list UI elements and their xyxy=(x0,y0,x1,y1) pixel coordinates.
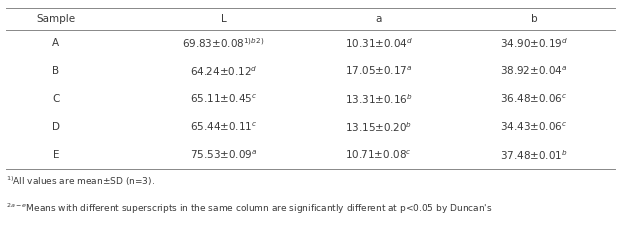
Text: 34.43±0.06$^{c}$: 34.43±0.06$^{c}$ xyxy=(501,121,568,133)
Text: 17.05±0.17$^{a}$: 17.05±0.17$^{a}$ xyxy=(345,65,412,77)
Text: 36.48±0.06$^{c}$: 36.48±0.06$^{c}$ xyxy=(501,93,568,105)
Text: 10.71±0.08$^{c}$: 10.71±0.08$^{c}$ xyxy=(345,149,412,161)
Text: 10.31±0.04$^{d}$: 10.31±0.04$^{d}$ xyxy=(345,36,413,50)
Text: 37.48±0.01$^{b}$: 37.48±0.01$^{b}$ xyxy=(500,148,568,162)
Text: C: C xyxy=(52,94,60,104)
Text: 64.24±0.12$^{d}$: 64.24±0.12$^{d}$ xyxy=(190,64,257,78)
Text: 65.44±0.11$^{c}$: 65.44±0.11$^{c}$ xyxy=(190,121,257,133)
Text: b: b xyxy=(531,14,537,24)
Text: D: D xyxy=(52,122,60,132)
Text: A: A xyxy=(52,39,60,49)
Text: Sample: Sample xyxy=(36,14,76,24)
Text: E: E xyxy=(53,150,59,160)
Text: 38.92±0.04$^{a}$: 38.92±0.04$^{a}$ xyxy=(501,65,568,77)
Text: 75.53±0.09$^{a}$: 75.53±0.09$^{a}$ xyxy=(190,149,257,161)
Text: 13.31±0.16$^{b}$: 13.31±0.16$^{b}$ xyxy=(345,92,413,106)
Text: 65.11±0.45$^{c}$: 65.11±0.45$^{c}$ xyxy=(190,93,257,105)
Text: $^{2a-e}$Means with different superscripts in the same column are significantly : $^{2a-e}$Means with different superscrip… xyxy=(6,202,493,216)
Text: 69.83±0.08$^{1)b2)}$: 69.83±0.08$^{1)b2)}$ xyxy=(183,36,265,50)
Text: L: L xyxy=(220,14,227,24)
Text: 13.15±0.20$^{b}$: 13.15±0.20$^{b}$ xyxy=(345,120,412,134)
Text: B: B xyxy=(52,66,60,76)
Text: a: a xyxy=(376,14,382,24)
Text: $^{1)}$All values are mean±SD (n=3).: $^{1)}$All values are mean±SD (n=3). xyxy=(6,175,155,188)
Text: 34.90±0.19$^{d}$: 34.90±0.19$^{d}$ xyxy=(500,36,568,50)
